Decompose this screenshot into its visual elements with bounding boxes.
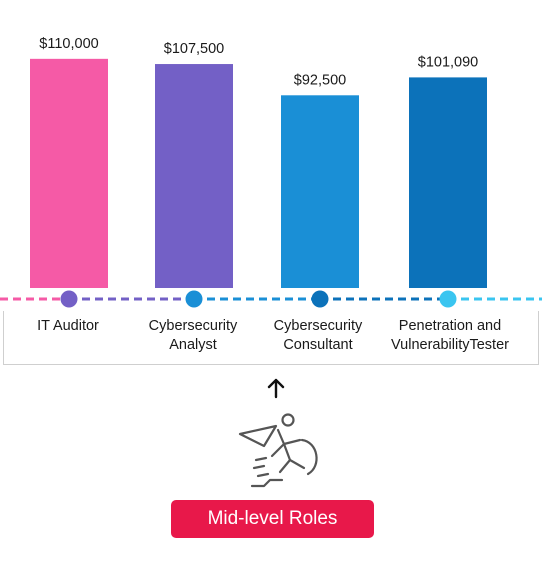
bar: [281, 95, 359, 289]
up-arrow-icon: [267, 378, 285, 399]
timeline-dot: [60, 290, 78, 308]
role-label-it-auditor: IT Auditor: [37, 318, 99, 334]
data-label: $107,500: [164, 41, 224, 57]
role-labels-box: [3, 311, 539, 365]
role-label-cybersecurity-consultant: Cybersecurity Consultant: [273, 318, 363, 353]
timeline-dot: [185, 290, 203, 308]
runner-breaking-through-icon: [238, 413, 318, 488]
data-label: $92,500: [294, 72, 346, 88]
role-label-penetration-tester: Penetration and VulnerabilityTester: [391, 318, 509, 353]
role-label-cybersecurity-analyst: Cybersecurity Analyst: [148, 318, 238, 353]
salary-bar-chart: $110,000 $107,500 $92,500 $101,090: [0, 36, 542, 308]
mid-level-roles-badge: Mid-level Roles: [171, 500, 374, 538]
bar: [409, 77, 487, 288]
bar: [155, 64, 233, 288]
timeline-dot: [311, 290, 329, 308]
bar: [30, 58, 108, 288]
data-label: $101,090: [418, 54, 478, 70]
data-label: $110,000: [39, 36, 98, 52]
timeline-dot: [439, 290, 457, 308]
